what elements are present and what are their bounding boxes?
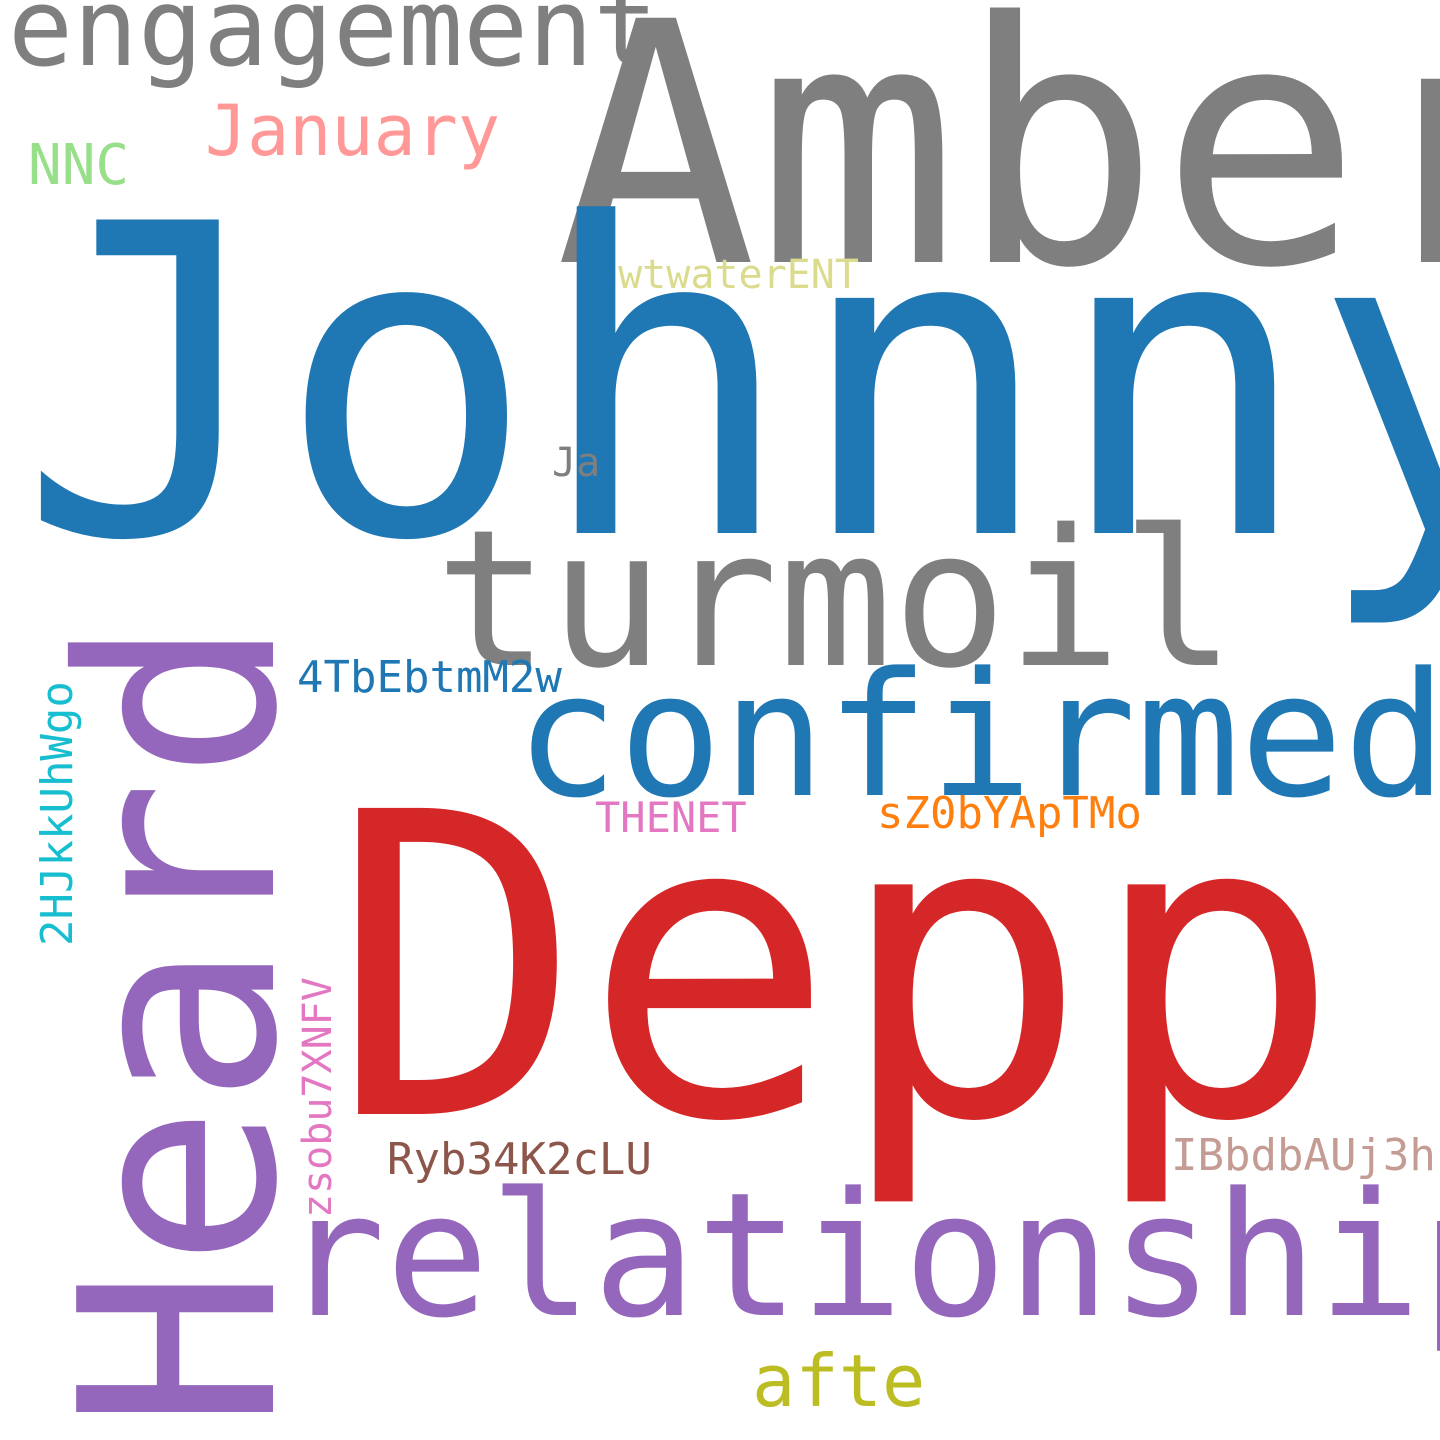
word-turmoil: turmoil [435, 489, 1236, 710]
word-heard: Heard [22, 617, 337, 1430]
word-engagement: engagement [8, 0, 659, 91]
word-confirmed: confirmed [515, 635, 1440, 836]
word-depp: Depp [330, 725, 1342, 1214]
word-amber: Amber [555, 0, 1440, 342]
word-january: January [205, 90, 501, 172]
word-4tbebtmm2w: 4TbEbtmM2w [297, 652, 562, 703]
word-relationship: relationship [282, 1155, 1440, 1356]
word-ryb34k2clu: Ryb34K2cLU [387, 1134, 652, 1185]
word-swtwaterent: SwtwaterENT [594, 252, 859, 298]
word-ja: Ja [552, 440, 601, 486]
word-afte: afte [752, 1339, 926, 1423]
word-ibbdbauj3h: IBbdbAUj3h [1171, 1130, 1436, 1181]
word-sz0byaptmo: sZ0bYApTMo [877, 788, 1142, 839]
word-zsobu7xnfv: zsobu7XNFV [295, 977, 341, 1218]
word-thenet: THENET [595, 793, 747, 842]
word-nnc: NNC [28, 133, 130, 198]
word-2hjkkuhwgo: 2HJkkUhWgo [32, 681, 83, 946]
word-johnny: Johnny [18, 135, 1440, 635]
